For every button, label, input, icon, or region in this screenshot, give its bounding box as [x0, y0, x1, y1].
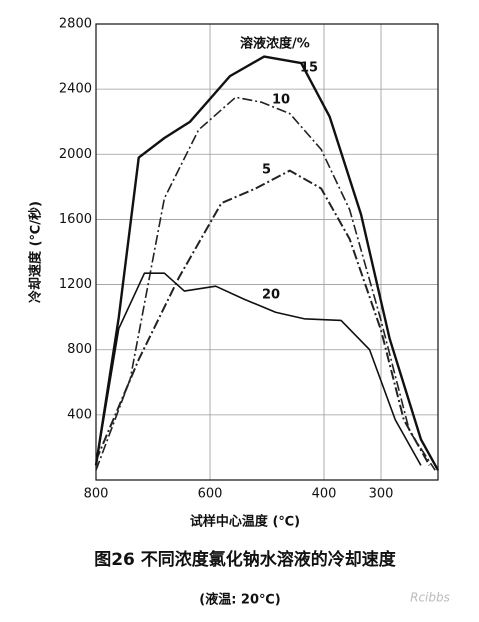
legend-title: 溶液浓度/%: [240, 36, 310, 52]
y-tick-label: 800: [67, 342, 92, 357]
y-tick-label: 2800: [59, 17, 92, 32]
y-tick-label: 400: [67, 407, 92, 422]
caption: 图26 不同浓度氯化钠水溶液的冷却速度: [94, 549, 397, 570]
x-axis-label: 试样中心温度 (℃): [190, 514, 300, 530]
watermark: Rcibbs: [410, 591, 450, 605]
series-label: 20: [262, 288, 280, 303]
x-tick-label: 800: [84, 487, 109, 502]
x-tick-label: 300: [369, 487, 394, 502]
x-tick-label: 600: [198, 487, 223, 502]
series-label: 5: [262, 163, 271, 178]
series-line: [95, 272, 422, 466]
plot-frame: [95, 23, 439, 481]
subcaption: (液温: 20℃): [199, 592, 280, 608]
series-label: 15: [300, 61, 318, 76]
y-tick-label: 1600: [59, 212, 92, 227]
series-label: 10: [272, 93, 290, 108]
y-axis-label: 冷却速度 (℃/秒): [28, 201, 44, 303]
series-line: [94, 55, 440, 471]
series-line: [95, 96, 436, 471]
series-line: [95, 169, 431, 466]
y-tick-label: 2000: [59, 147, 92, 162]
y-tick-label: 1200: [59, 277, 92, 292]
y-tick-label: 2400: [59, 82, 92, 97]
x-tick-label: 400: [312, 487, 337, 502]
